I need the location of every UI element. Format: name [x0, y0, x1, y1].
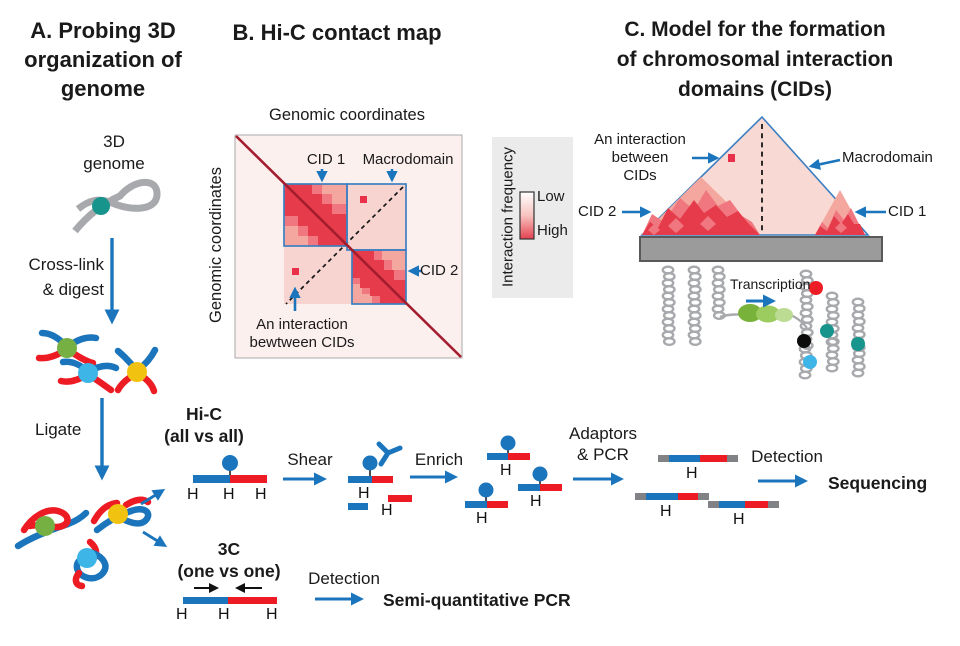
crosslink-line: & digest [42, 280, 104, 299]
digested-fragments [35, 329, 159, 395]
ligate-label: Ligate [35, 420, 82, 439]
h-site-label: H [660, 503, 672, 520]
hic-method-line: (all vs all) [164, 426, 244, 446]
protein-dot-cyan [803, 355, 817, 369]
panel-c-title-line: domains (CIDs) [677, 78, 833, 101]
antibody-icon [376, 441, 403, 467]
inter-cid-model-line: between [611, 149, 669, 166]
to-3c-arrow [142, 530, 168, 547]
pcr-label: Semi-quantitative PCR [383, 590, 571, 610]
biotin-dot [532, 466, 548, 482]
c3-method-label: 3C (one vs one) [177, 538, 280, 582]
legend-low-label: Low [537, 188, 565, 205]
cid2-label-map: CID 2 [420, 262, 459, 279]
panel-a-art [14, 178, 168, 590]
h-site-label: H [187, 486, 199, 503]
h-site-label: H [266, 606, 278, 623]
genome-3d-line: 3D [103, 132, 125, 151]
legend-colorbar [492, 137, 573, 298]
hic-workflow-art [193, 435, 808, 510]
dna-loop [72, 178, 161, 234]
panel-a-title-line: organization of [24, 47, 182, 72]
shear-label: Shear [287, 450, 333, 469]
h-site-label: H [218, 606, 230, 623]
protein-dot-teal [820, 324, 834, 338]
h-site-label: H [381, 502, 393, 519]
genome-3d-line: genome [83, 154, 145, 173]
to-hic-arrow [140, 489, 166, 506]
enrich-label: Enrich [414, 450, 464, 469]
hic-method-label: Hi-C (all vs all) [164, 403, 244, 447]
cid2-label-model: CID 2 [578, 203, 617, 220]
chromosome-axis-bar [639, 236, 883, 262]
macrodomain-label-map: Macrodomain [362, 151, 454, 168]
detection-label: Detection [751, 447, 823, 466]
adaptors-pcr-label: Adaptors & PCR [569, 423, 637, 465]
inter-cid-dot-lower [292, 268, 299, 275]
detection2-label: Detection [308, 569, 380, 588]
inter-cid-dot-upper [360, 196, 367, 203]
h-site-label: H [530, 493, 542, 510]
rna-polymerase [756, 305, 780, 323]
macrodomain-label-model: Macrodomain [842, 149, 933, 166]
panel-c-title-line: C. Model for the formation [624, 18, 886, 41]
biotin-dot [500, 435, 516, 451]
sequencing-label: Sequencing [828, 473, 928, 493]
cid1-label-model: CID 1 [888, 203, 927, 220]
c3-workflow-art [183, 583, 364, 606]
inter-cid-label-map: An interaction bewtween CIDs [249, 316, 354, 352]
h-site-label: H [500, 462, 512, 479]
hic-method-line: Hi-C [186, 404, 222, 424]
inter-cid-dot-model [728, 154, 735, 162]
main-diagonal [235, 135, 462, 358]
c3-method-line: (one vs one) [177, 561, 281, 581]
x-axis-label: Genomic coordinates [269, 106, 425, 124]
panel-a-title: A. Probing 3D organization of genome [24, 16, 182, 103]
crosslink-protein-dot [92, 197, 110, 215]
cid2-outline [351, 249, 407, 305]
h-site-label: H [476, 510, 488, 527]
panel-c-title-line: of chromosomal interaction [616, 48, 894, 71]
macrodomain-dashed-diagonal [285, 186, 404, 305]
protein-dot-red [809, 281, 823, 295]
inter-cid-model-line: CIDs [623, 167, 657, 184]
transcription-label: Transcription [730, 276, 811, 292]
ligated-fragments [14, 496, 152, 590]
h-site-label: H [358, 485, 370, 502]
protein-dot-teal [851, 337, 865, 351]
h-site-label: H [255, 486, 267, 503]
panel-a-title-line: A. Probing 3D [30, 18, 176, 43]
adaptors-line: Adaptors [568, 424, 638, 443]
inter-cid-label-model: An interaction between CIDs [594, 131, 686, 185]
biotin-dot [222, 455, 238, 471]
crosslink-line: Cross-link [28, 255, 104, 274]
rna-polymerase [775, 308, 793, 322]
h-site-label: H [733, 511, 745, 528]
c3-method-line: 3C [217, 539, 241, 559]
legend-title: Interaction frequency [499, 146, 517, 288]
y-axis-label: Genomic coordinates [206, 167, 225, 323]
biotin-dot [478, 482, 494, 498]
inter-cid-line: An interaction [256, 316, 348, 333]
cid-model-triangle [622, 115, 886, 380]
panel-c-title: C. Model for the formation of chromosoma… [617, 15, 894, 105]
inter-cid-line: bewtween CIDs [249, 334, 355, 351]
adaptors-line: & PCR [577, 445, 629, 464]
legend-high-label: High [537, 222, 568, 239]
h-site-label: H [686, 465, 698, 482]
rna-polymerase [738, 304, 762, 322]
crosslink-digest-label: Cross-link & digest [28, 252, 104, 302]
hic-contact-map [234, 134, 463, 359]
panel-a-title-line: genome [60, 76, 146, 101]
panel-b-title: B. Hi-C contact map [232, 20, 442, 45]
protein-dot-black [797, 334, 811, 348]
inter-cid-model-line: An interaction [594, 131, 686, 148]
h-site-label: H [176, 606, 188, 623]
genome-3d-label: 3D genome [83, 131, 144, 175]
cid1-label-map: CID 1 [306, 151, 346, 168]
biotin-dot [362, 455, 378, 471]
h-site-label: H [223, 486, 235, 503]
